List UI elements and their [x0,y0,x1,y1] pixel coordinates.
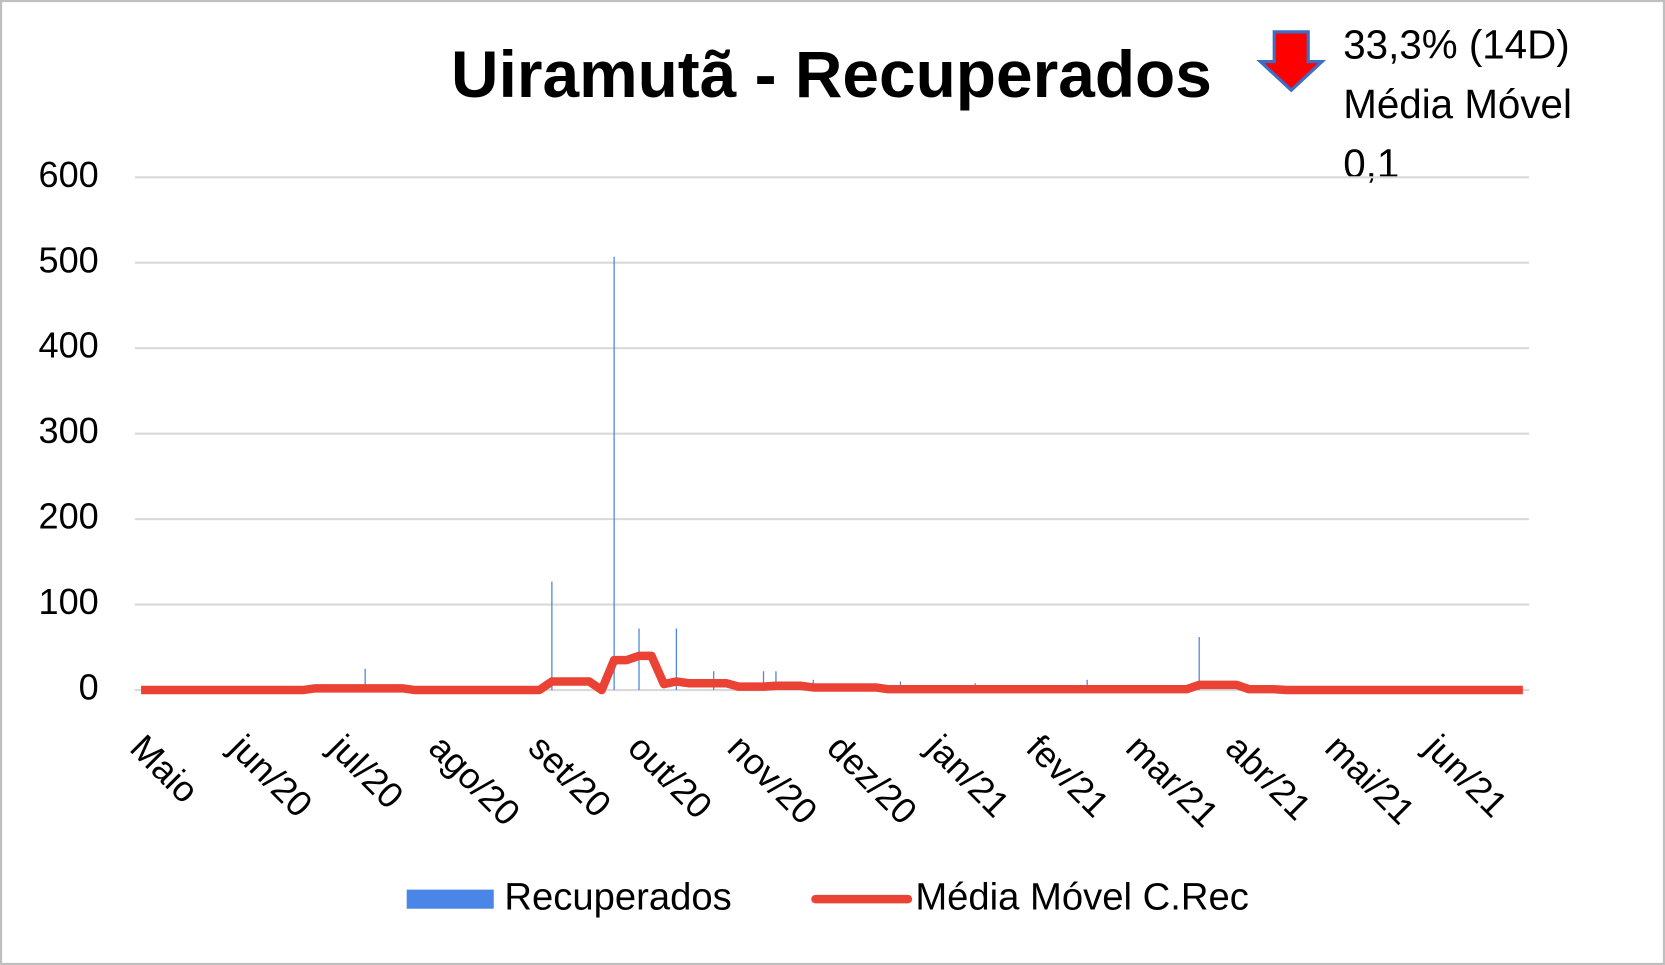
bar [762,671,765,691]
y-tick-label: 500 [39,239,99,280]
y-tick-label: 200 [39,496,99,537]
line [141,651,1523,695]
legend-swatch [406,889,494,909]
down-arrow-icon [1256,30,1327,93]
annotation: 33,3% (14D) [1343,21,1569,67]
annotation: 0,1 [1343,140,1399,186]
y-tick-label: 0 [79,667,99,708]
bar [675,628,678,691]
chart-title: Uiramutã - Recuperados [451,37,1212,111]
bar [1086,679,1088,691]
bar [364,668,366,691]
y-tick-label: 400 [39,325,99,366]
annotation: Média Móvel [1343,81,1572,127]
legend-label: Recuperados [504,875,731,918]
bar [551,581,553,691]
y-tick-label: 600 [39,154,99,195]
bar [613,256,615,691]
bar [1198,637,1200,691]
y-tick-label: 300 [39,410,99,451]
y-tick-label: 100 [39,581,99,622]
bar [775,671,777,691]
legend-label: Média Móvel C.Rec [915,875,1249,918]
